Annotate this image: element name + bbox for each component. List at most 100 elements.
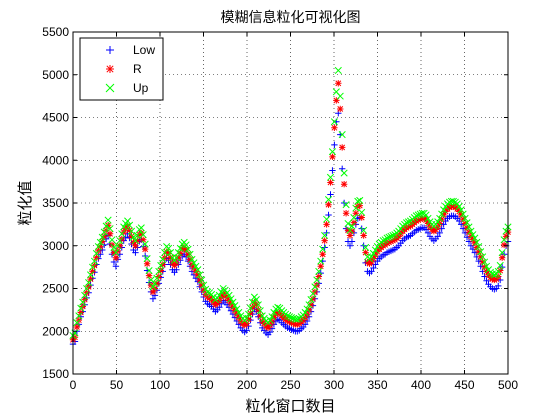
data-point-low <box>483 277 490 285</box>
data-point-up <box>342 201 350 209</box>
data-point-up <box>383 234 391 242</box>
data-point-low <box>467 242 475 249</box>
data-point-up <box>157 261 165 269</box>
data-point-up <box>352 204 360 212</box>
data-point-up <box>481 258 489 266</box>
data-point-up <box>317 257 325 265</box>
data-point-r <box>471 239 479 247</box>
legend-marker-up <box>105 83 115 93</box>
data-point-r <box>348 228 356 235</box>
data-point-up <box>194 266 202 274</box>
data-point-up <box>473 238 481 246</box>
data-point-up <box>227 295 235 303</box>
data-point-r <box>337 105 344 113</box>
data-point-up <box>321 231 329 240</box>
data-point-up <box>79 298 87 306</box>
data-point-up <box>225 291 233 299</box>
data-point-up <box>338 131 346 139</box>
data-point-r <box>87 275 94 283</box>
data-point-up <box>129 233 138 241</box>
data-point-up <box>266 316 274 324</box>
data-point-r <box>141 245 149 253</box>
data-point-r <box>358 214 365 221</box>
data-point-r <box>184 251 192 258</box>
series-up <box>69 66 512 340</box>
data-point-r <box>350 219 358 226</box>
data-point-up <box>418 209 426 217</box>
data-point-up <box>356 196 364 204</box>
data-point-up <box>116 237 124 245</box>
y-tick-label: 3000 <box>42 239 69 253</box>
data-point-low <box>463 234 471 241</box>
data-point-up <box>436 214 444 222</box>
data-point-up <box>334 66 342 75</box>
data-point-up <box>204 288 212 296</box>
data-point-r <box>342 210 350 217</box>
data-point-up <box>73 319 81 327</box>
data-point-r <box>89 268 96 275</box>
data-point-up <box>385 233 393 241</box>
chart-title: 模糊信息粒化可视化图 <box>221 9 361 26</box>
series-layer <box>69 66 512 348</box>
data-point-r <box>438 216 445 223</box>
data-point-up <box>100 228 108 236</box>
data-point-r <box>196 276 203 284</box>
data-point-low <box>422 226 430 233</box>
data-point-up <box>165 244 173 252</box>
data-point-r <box>383 239 391 247</box>
data-point-up <box>313 276 321 284</box>
data-point-r <box>132 242 139 249</box>
data-point-r <box>333 97 340 104</box>
y-tick-label: 4500 <box>42 111 69 125</box>
data-point-low <box>132 249 139 256</box>
legend-box <box>79 37 164 101</box>
data-point-low <box>149 295 157 302</box>
data-point-r <box>182 246 190 254</box>
data-point-up <box>323 215 331 223</box>
data-point-up <box>287 314 296 322</box>
data-point-up <box>145 266 153 275</box>
x-tick-label: 500 <box>498 378 518 392</box>
data-point-r <box>198 281 205 289</box>
data-point-up <box>367 253 376 261</box>
data-point-up <box>254 301 262 309</box>
data-point-up <box>196 271 204 279</box>
data-point-r <box>167 254 174 261</box>
data-point-up <box>131 237 139 245</box>
data-point-up <box>348 222 356 230</box>
data-point-r <box>294 321 301 328</box>
data-point-low <box>461 229 469 237</box>
data-point-up <box>229 298 237 306</box>
data-point-up <box>252 296 260 304</box>
data-point-r <box>479 258 486 266</box>
data-point-r <box>346 232 354 239</box>
data-point-up <box>315 267 323 275</box>
data-point-r <box>243 320 250 327</box>
data-point-up <box>108 236 116 244</box>
data-point-r <box>329 153 336 161</box>
data-point-up <box>414 211 422 219</box>
data-point-up <box>303 305 311 313</box>
data-point-up <box>424 214 432 222</box>
data-point-up <box>340 169 348 177</box>
y-tick-label: 5500 <box>42 25 69 39</box>
data-point-up <box>198 276 206 284</box>
data-point-r <box>481 263 488 271</box>
legend-label-low: Low <box>133 43 155 57</box>
data-point-r <box>356 202 363 209</box>
data-point-up <box>461 214 469 222</box>
data-point-r <box>440 211 447 219</box>
data-point-r <box>317 263 324 270</box>
data-point-up <box>319 245 327 253</box>
data-point-r <box>477 253 484 261</box>
data-point-up <box>500 236 508 244</box>
y-tick-label: 1500 <box>42 367 69 381</box>
data-point-r <box>417 216 424 223</box>
x-tick-label: 50 <box>110 378 124 392</box>
data-point-r <box>112 254 120 261</box>
data-point-up <box>149 283 157 291</box>
data-point-up <box>256 307 264 315</box>
data-point-r <box>200 287 207 294</box>
data-point-up <box>379 237 387 245</box>
